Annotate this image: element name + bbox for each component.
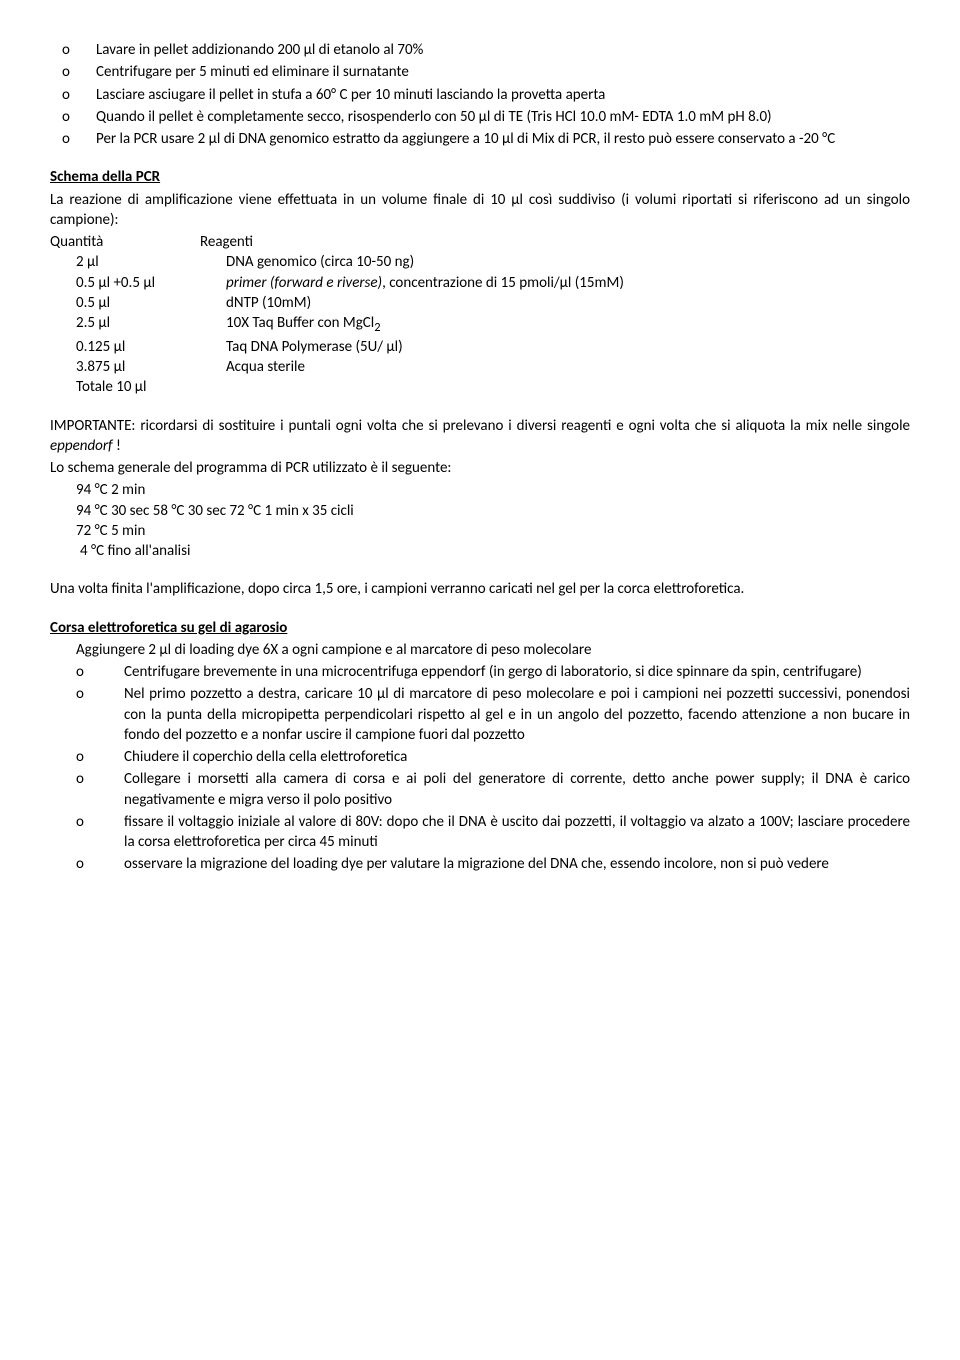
list-text: Collegare i morsetti alla camera di cors… xyxy=(124,769,910,810)
pcr-line: 72 °C 5 min xyxy=(50,521,910,541)
pcr-line: 94 °C 30 sec 58 °C 30 sec 72 °C 1 min x … xyxy=(50,501,910,521)
qty-cell: Totale 10 µl xyxy=(50,377,226,397)
text: , concentrazione di 15 pmoli/µl (15mM) xyxy=(382,274,624,292)
italic-text: primer (forward e riverse) xyxy=(226,274,382,292)
gel-title: Corsa elettroforetica su gel di agarosio xyxy=(50,618,910,638)
list-item: o fissare il voltaggio iniziale al valor… xyxy=(50,812,910,853)
list-text: Quando il pellet è completamente secco, … xyxy=(96,107,910,127)
qty-cell: 0.125 µl xyxy=(50,337,226,357)
list-item: o Nel primo pozzetto a destra, caricare … xyxy=(50,684,910,745)
bullet-icon: o xyxy=(50,662,124,682)
schema-pcr-title: Schema della PCR xyxy=(50,167,910,187)
table-row: 0.5 µl +0.5 µl primer (forward e riverse… xyxy=(50,273,910,293)
text: ! xyxy=(113,437,121,455)
list-text: Per la PCR usare 2 µl di DNA genomico es… xyxy=(96,129,910,149)
table-header: Quantità Reagenti xyxy=(50,232,910,252)
list-text: Lavare in pellet addizionando 200 µl di … xyxy=(96,40,910,60)
reagent-cell: 10X Taq Buffer con MgCl2 xyxy=(226,313,910,337)
italic-text: eppendorf xyxy=(50,437,113,455)
bullet-icon: o xyxy=(50,769,124,810)
list-item: o Collegare i morsetti alla camera di co… xyxy=(50,769,910,810)
list-text: osservare la migrazione del loading dye … xyxy=(124,854,910,874)
reagent-table: Quantità Reagenti 2 µl DNA genomico (cir… xyxy=(50,232,910,398)
bullet-icon: o xyxy=(50,747,124,767)
list-text: Lasciare asciugare il pellet in stufa a … xyxy=(96,85,910,105)
list-text: Centrifugare per 5 minuti ed eliminare i… xyxy=(96,62,910,82)
list-item: o osservare la migrazione del loading dy… xyxy=(50,854,910,874)
qty-cell: 2 µl xyxy=(50,252,226,272)
pcr-line: 94 °C 2 min xyxy=(50,480,910,500)
bullet-icon: o xyxy=(50,854,124,874)
list-text: fissare il voltaggio iniziale al valore … xyxy=(124,812,910,853)
reagent-cell: Acqua sterile xyxy=(226,357,910,377)
text: 10X Taq Buffer con MgCl xyxy=(226,314,374,332)
table-row: Totale 10 µl xyxy=(50,377,910,397)
qty-header: Quantità xyxy=(50,232,200,252)
list-text: Chiudere il coperchio della cella elettr… xyxy=(124,747,910,767)
after-amplification: Una volta finita l'amplificazione, dopo … xyxy=(50,579,910,599)
qty-cell: 0.5 µl xyxy=(50,293,226,313)
reagent-cell: DNA genomico (circa 10-50 ng) xyxy=(226,252,910,272)
pcr-schedule: 94 °C 2 min 94 °C 30 sec 58 °C 30 sec 72… xyxy=(50,480,910,561)
gel-intro: Aggiungere 2 µl di loading dye 6X a ogni… xyxy=(50,640,910,660)
list-item: o Per la PCR usare 2 µl di DNA genomico … xyxy=(50,129,910,149)
list-item: o Chiudere il coperchio della cella elet… xyxy=(50,747,910,767)
qty-cell: 2.5 µl xyxy=(50,313,226,337)
list-item: o Centrifugare per 5 minuti ed eliminare… xyxy=(50,62,910,82)
pcr-line: 4 °C fino all'analisi xyxy=(50,541,910,561)
important-note: IMPORTANTE: ricordarsi di sostituire i p… xyxy=(50,416,910,457)
top-bullet-list: o Lavare in pellet addizionando 200 µl d… xyxy=(50,40,910,149)
table-row: 2.5 µl 10X Taq Buffer con MgCl2 xyxy=(50,313,910,337)
bullet-icon: o xyxy=(50,40,96,60)
gel-bullet-list: o Centrifugare brevemente in una microce… xyxy=(50,662,910,875)
qty-cell: 3.875 µl xyxy=(50,357,226,377)
qty-cell: 0.5 µl +0.5 µl xyxy=(50,273,226,293)
reagent-cell: Taq DNA Polymerase (5U/ µl) xyxy=(226,337,910,357)
table-row: 0.125 µl Taq DNA Polymerase (5U/ µl) xyxy=(50,337,910,357)
list-item: o Lavare in pellet addizionando 200 µl d… xyxy=(50,40,910,60)
bullet-icon: o xyxy=(50,129,96,149)
table-row: 0.5 µl dNTP (10mM) xyxy=(50,293,910,313)
bullet-icon: o xyxy=(50,107,96,127)
reagent-header: Reagenti xyxy=(200,232,910,252)
reagent-cell: dNTP (10mM) xyxy=(226,293,910,313)
list-text: Centrifugare brevemente in una microcent… xyxy=(124,662,910,682)
text: IMPORTANTE: ricordarsi di sostituire i p… xyxy=(50,417,910,435)
list-text: Nel primo pozzetto a destra, caricare 10… xyxy=(124,684,910,745)
list-item: o Quando il pellet è completamente secco… xyxy=(50,107,910,127)
subscript: 2 xyxy=(374,320,380,335)
table-row: 2 µl DNA genomico (circa 10-50 ng) xyxy=(50,252,910,272)
list-item: o Lasciare asciugare il pellet in stufa … xyxy=(50,85,910,105)
bullet-icon: o xyxy=(50,85,96,105)
reagent-cell: primer (forward e riverse), concentrazio… xyxy=(226,273,910,293)
schema-intro: La reazione di amplificazione viene effe… xyxy=(50,190,910,231)
bullet-icon: o xyxy=(50,684,124,745)
program-intro: Lo schema generale del programma di PCR … xyxy=(50,458,910,478)
list-item: o Centrifugare brevemente in una microce… xyxy=(50,662,910,682)
bullet-icon: o xyxy=(50,62,96,82)
table-row: 3.875 µl Acqua sterile xyxy=(50,357,910,377)
bullet-icon: o xyxy=(50,812,124,853)
reagent-cell xyxy=(226,377,910,397)
